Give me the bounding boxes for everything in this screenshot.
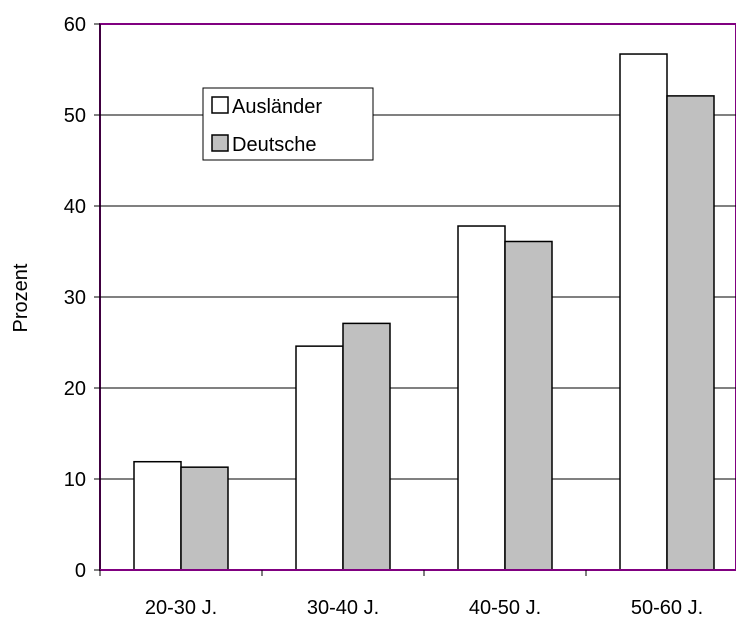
- y-tick-label: 50: [64, 105, 86, 127]
- y-tick-label: 60: [64, 14, 86, 36]
- x-ticks: 20-30 J. 30-40 J. 40-50 J. 50-60 J.: [99, 570, 703, 618]
- bar-auslaender: [457, 225, 506, 571]
- y-tick-label: 30: [64, 287, 86, 309]
- bar-deutsche: [504, 240, 553, 571]
- x-tick-label: 50-60 J.: [631, 597, 703, 618]
- x-tick-label: 30-40 J.: [307, 597, 379, 618]
- legend-swatch-deutsche: [211, 134, 229, 152]
- legend: Ausländer Deutsche: [202, 87, 374, 161]
- y-tick-label: 20: [64, 378, 86, 400]
- y-ticks: 0 10 20 30 40 50 60: [64, 14, 100, 582]
- bar-deutsche: [342, 322, 391, 571]
- x-tick-label: 40-50 J.: [469, 597, 541, 618]
- y-tick-label: 10: [64, 469, 86, 491]
- bar-auslaender: [619, 53, 668, 571]
- bar-auslaender: [133, 460, 182, 571]
- bar-deutsche: [180, 466, 229, 571]
- x-tick-label: 20-30 J.: [145, 597, 217, 618]
- bars: [133, 53, 715, 571]
- legend-label-auslaender: Ausländer: [232, 96, 322, 118]
- legend-label-deutsche: Deutsche: [232, 134, 317, 156]
- bar-auslaender: [295, 345, 344, 571]
- y-axis-title: Prozent: [10, 263, 32, 332]
- y-tick-label: 0: [75, 560, 86, 582]
- y-tick-label: 40: [64, 196, 86, 218]
- legend-swatch-auslaender: [211, 96, 229, 114]
- bar-deutsche: [666, 95, 715, 571]
- legend-box: [202, 87, 374, 161]
